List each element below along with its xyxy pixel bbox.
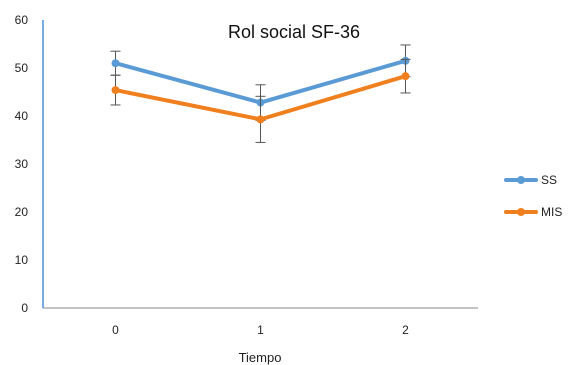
x-axis-ticks: 0 1 2 xyxy=(112,323,409,337)
legend-item-mis: MIS xyxy=(504,205,562,219)
data-point xyxy=(256,115,265,124)
legend-marker xyxy=(517,208,525,216)
x-tick-label: 1 xyxy=(257,323,264,337)
y-tick-label: 40 xyxy=(15,109,29,123)
legend-marker xyxy=(517,176,525,184)
y-tick-label: 0 xyxy=(21,301,28,315)
y-tick-label: 10 xyxy=(15,253,29,267)
x-axis-label: Tiempo xyxy=(239,350,282,365)
x-tick-label: 2 xyxy=(402,323,409,337)
series-layer xyxy=(110,44,411,143)
x-tick-label: 0 xyxy=(112,323,119,337)
data-point xyxy=(111,86,120,95)
legend: SS MIS xyxy=(504,173,562,219)
series-mis xyxy=(110,58,411,143)
y-tick-label: 30 xyxy=(15,157,29,171)
chart-title: Rol social SF-36 xyxy=(228,22,360,42)
y-tick-label: 60 xyxy=(15,13,29,27)
data-point xyxy=(111,59,120,68)
legend-item-ss: SS xyxy=(504,173,557,187)
data-point xyxy=(401,72,410,81)
y-axis-ticks: 0 10 20 30 40 50 60 xyxy=(15,13,29,315)
y-tick-label: 50 xyxy=(15,61,29,75)
legend-label: MIS xyxy=(541,205,562,219)
legend-label: SS xyxy=(541,173,557,187)
y-tick-label: 20 xyxy=(15,205,29,219)
